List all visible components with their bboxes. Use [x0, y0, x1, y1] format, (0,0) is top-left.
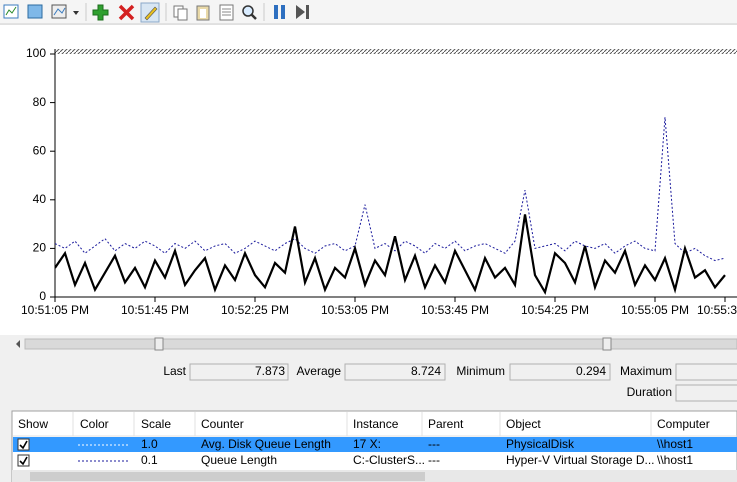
stat-label: Average — [297, 364, 342, 378]
show-checkbox[interactable] — [17, 454, 30, 467]
plot-top-band — [55, 49, 737, 54]
series-line — [55, 117, 726, 262]
stats: Last 7.873 Average 8.724 Minimum 0.294 M… — [163, 363, 737, 402]
x-tick-label: 10:55:05 PM — [621, 303, 689, 317]
y-tick-label: 20 — [33, 241, 47, 255]
stat-box — [675, 363, 737, 381]
parent-cell: --- — [428, 453, 440, 467]
y-tick-label: 0 — [39, 289, 46, 303]
stat-label: Minimum — [456, 364, 505, 378]
h-scrollbar[interactable] — [12, 470, 737, 482]
parent-cell: --- — [428, 437, 440, 451]
y-tick-label: 40 — [33, 192, 47, 206]
x-tick-label: 10:53:45 PM — [421, 303, 489, 317]
column-header[interactable]: Color — [80, 417, 109, 431]
column-header[interactable]: Object — [506, 417, 541, 431]
stat-value: 7.873 — [255, 364, 285, 378]
stat-value: 8.724 — [411, 364, 441, 378]
y-tick-label: 80 — [33, 95, 47, 109]
stat-box — [344, 363, 446, 381]
stat-label: Duration — [627, 385, 672, 399]
object-cell: Hyper-V Virtual Storage D... — [506, 453, 655, 467]
scale-cell: 1.0 — [141, 437, 158, 451]
check-mark — [19, 440, 28, 450]
counter-cell: Avg. Disk Queue Length — [201, 437, 331, 451]
toolbar-icons[interactable] — [3, 2, 309, 23]
stat-box — [189, 363, 289, 381]
y-tick-label: 100 — [26, 46, 46, 60]
stat-label: Last — [163, 364, 186, 378]
time-scrollbar[interactable] — [12, 337, 737, 351]
stat-box — [675, 384, 737, 402]
column-header[interactable]: Instance — [353, 417, 399, 431]
x-tick-label: 10:51:05 PM — [21, 303, 89, 317]
column-header[interactable]: Show — [18, 417, 48, 431]
object-cell: PhysicalDisk — [506, 437, 575, 451]
instance-cell: 17 X: — [353, 437, 381, 451]
y-tick-label: 60 — [33, 143, 47, 157]
toolbar — [0, 0, 737, 24]
column-header[interactable]: Counter — [201, 417, 244, 431]
counter-table-content: Show Color Scale Counter Instance Parent Objec… — [13, 412, 737, 467]
axes: 0 20 40 60 80 100 10:51:05 PM 10:51:45 PM 10:52:… — [21, 46, 737, 317]
column-header[interactable]: Scale — [141, 417, 171, 431]
plot — [55, 117, 726, 295]
x-tick-label: 10:52:25 PM — [221, 303, 289, 317]
check-mark — [19, 456, 28, 466]
selected-row — [13, 437, 737, 452]
x-tick-label: 10:51:45 PM — [121, 303, 189, 317]
x-tick-label: 10:53:05 PM — [321, 303, 389, 317]
x-tick-label: 10:54:25 PM — [521, 303, 589, 317]
computer-cell: \\host1 — [657, 437, 693, 451]
stat-label: Maximum — [620, 364, 672, 378]
chart-area — [0, 25, 737, 335]
stat-box — [509, 363, 611, 381]
stat-value: 0.294 — [576, 364, 606, 378]
show-checkbox[interactable] — [17, 438, 30, 451]
counter-cell: Queue Length — [201, 453, 277, 467]
scale-cell: 0.1 — [141, 453, 158, 467]
series-line — [55, 214, 726, 295]
computer-cell: \\host1 — [657, 453, 693, 467]
column-header[interactable]: Parent — [428, 417, 464, 431]
instance-cell: C:-ClusterS... — [353, 453, 425, 467]
column-header[interactable]: Computer — [657, 417, 710, 431]
x-tick-label: 10:55:3 — [697, 303, 737, 317]
